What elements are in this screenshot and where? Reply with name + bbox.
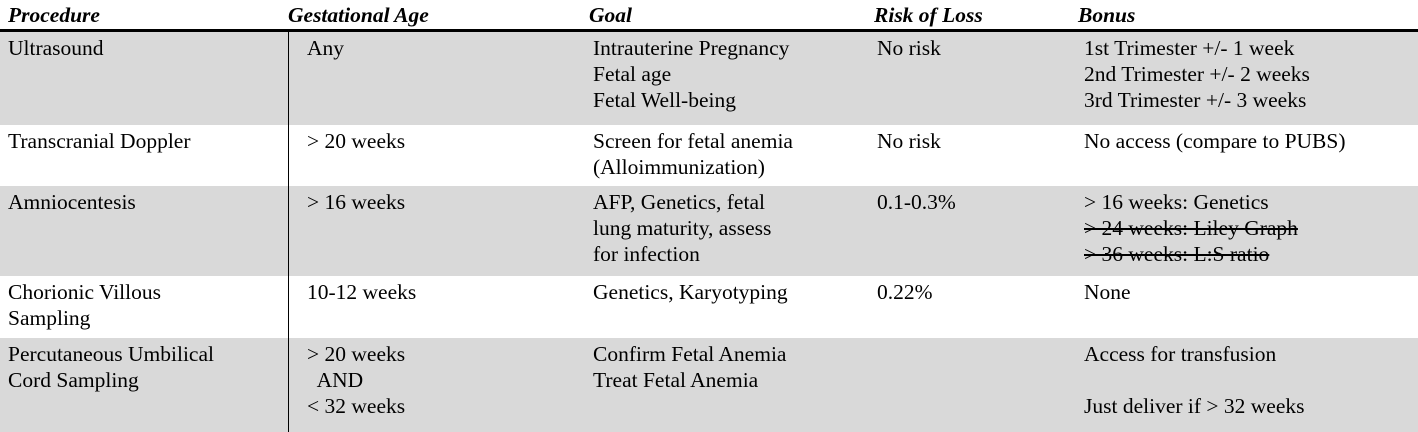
header-goal: Goal (589, 3, 632, 27)
cell-line: > 16 weeks (307, 190, 406, 214)
cell-line: 0.1-0.3% (877, 190, 956, 214)
cell-line: Sampling (8, 306, 91, 330)
cell-line: < 32 weeks (307, 394, 406, 418)
cell-line: Treat Fetal Anemia (593, 368, 759, 392)
cell-bonus: 1st Trimester +/- 1 week 2nd Trimester +/… (1084, 35, 1310, 113)
cell-bonus: No access (compare to PUBS) (1084, 128, 1346, 154)
cell-line: Fetal Well-being (593, 88, 736, 112)
cell-gestational-age: > 16 weeks (307, 189, 405, 215)
header-risk-of-loss: Risk of Loss (874, 3, 983, 27)
cell-line: Percutaneous Umbilical (8, 342, 214, 366)
cell-line: > 24 weeks: Liley Graph (1084, 216, 1298, 240)
cell-procedure: Ultrasound (8, 35, 104, 61)
cell-line: 0.22% (877, 280, 933, 304)
cell-goal: AFP, Genetics, fetal lung maturity, asses… (593, 189, 771, 267)
cell-line: Transcranial Doppler (8, 129, 191, 153)
cell-line: Fetal age (593, 62, 672, 86)
cell-line: No access (compare to PUBS) (1084, 129, 1346, 153)
cell-bonus: Access for transfusion Just deliver if >… (1084, 341, 1305, 419)
column-divider (288, 125, 289, 186)
cell-gestational-age: Any (307, 35, 344, 61)
cell-line: lung maturity, assess (593, 216, 772, 240)
column-divider (288, 186, 289, 276)
cell-line: Access for transfusion (1084, 342, 1277, 366)
cell-line: Intrauterine Pregnancy (593, 36, 790, 60)
cell-line: Ultrasound (8, 36, 104, 60)
cell-procedure: Amniocentesis (8, 189, 136, 215)
cell-risk-of-loss: No risk (877, 35, 941, 61)
cell-line: No risk (877, 36, 941, 60)
cell-line: > 36 weeks: L:S ratio (1084, 242, 1270, 266)
cell-goal: Intrauterine Pregnancy Fetal age Fetal Wel… (593, 35, 789, 113)
cell-goal: Genetics, Karyotyping (593, 279, 788, 305)
cell-line: 10-12 weeks (307, 280, 417, 304)
cell-goal: Confirm Fetal Anemia Treat Fetal Anemia (593, 341, 786, 393)
cell-line: None (1084, 280, 1131, 304)
table-row: Transcranial Doppler > 20 weeks Screen for… (0, 125, 1418, 186)
cell-line: for infection (593, 242, 700, 266)
cell-line: AFP, Genetics, fetal (593, 190, 765, 214)
table-row: Amniocentesis > 16 weeks AFP, Genetics, fe… (0, 186, 1418, 276)
cell-procedure: Chorionic Villous Sampling (8, 279, 161, 331)
cell-gestational-age: > 20 weeks AND < 32 weeks (307, 341, 405, 419)
cell-risk-of-loss: 0.1-0.3% (877, 189, 956, 215)
cell-line: 1st Trimester +/- 1 week (1084, 36, 1295, 60)
column-divider (288, 32, 289, 125)
table-row: Chorionic Villous Sampling 10-12 weeks Gene… (0, 276, 1418, 338)
cell-line: Confirm Fetal Anemia (593, 342, 787, 366)
cell-goal: Screen for fetal anemia (Alloimmunization… (593, 128, 793, 180)
table-row: Percutaneous Umbilical Cord Sampling > 20 … (0, 338, 1418, 432)
header-procedure: Procedure (8, 3, 100, 27)
table-header-row: Procedure Gestational Age Goal Risk of L… (0, 0, 1418, 32)
cell-procedure: Percutaneous Umbilical Cord Sampling (8, 341, 214, 393)
header-gestational-age: Gestational Age (288, 3, 429, 27)
column-divider (288, 276, 289, 338)
cell-line (1084, 367, 1305, 393)
header-bonus: Bonus (1078, 3, 1136, 27)
cell-line: (Alloimmunization) (593, 155, 765, 179)
cell-bonus: None (1084, 279, 1131, 305)
cell-gestational-age: 10-12 weeks (307, 279, 416, 305)
cell-line: > 20 weeks (307, 129, 406, 153)
cell-line: > 20 weeks (307, 342, 406, 366)
cell-line: 2nd Trimester +/- 2 weeks (1084, 62, 1310, 86)
cell-line: Cord Sampling (8, 368, 139, 392)
cell-risk-of-loss: No risk (877, 128, 941, 154)
table-row: Ultrasound Any Intrauterine Pregnancy Fetal… (0, 32, 1418, 125)
cell-line: No risk (877, 129, 941, 153)
column-divider (288, 338, 289, 432)
cell-line: Genetics, Karyotyping (593, 280, 788, 304)
cell-bonus: > 16 weeks: Genetics > 24 weeks: Liley Gr… (1084, 189, 1298, 267)
cell-procedure: Transcranial Doppler (8, 128, 191, 154)
cell-line: AND (307, 368, 364, 392)
cell-line: Any (307, 36, 345, 60)
cell-line: Screen for fetal anemia (593, 129, 793, 153)
cell-line: Just deliver if > 32 weeks (1084, 394, 1305, 418)
cell-gestational-age: > 20 weeks (307, 128, 405, 154)
cell-line: Chorionic Villous (8, 280, 161, 304)
cell-risk-of-loss: 0.22% (877, 279, 933, 305)
cell-line: Amniocentesis (8, 190, 136, 214)
cell-line: > 16 weeks: Genetics (1084, 190, 1269, 214)
cell-line: 3rd Trimester +/- 3 weeks (1084, 88, 1307, 112)
